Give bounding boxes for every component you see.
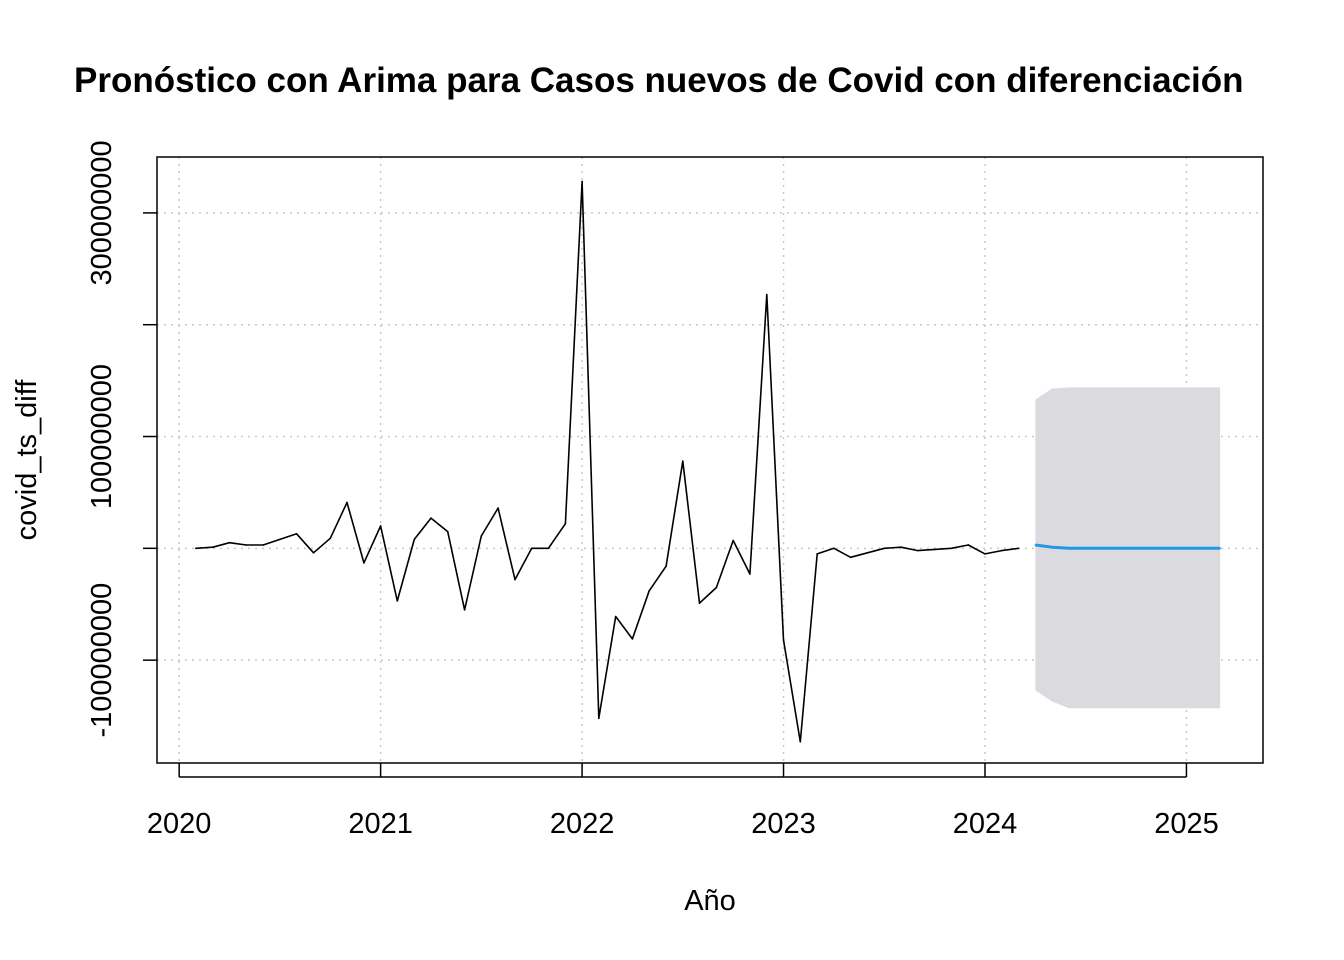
forecast-point bbox=[1101, 547, 1104, 550]
observed-line bbox=[195, 180, 1019, 743]
observed-point bbox=[564, 522, 567, 525]
observed-point bbox=[866, 552, 869, 554]
observed-point bbox=[463, 609, 466, 611]
observed-point bbox=[967, 544, 970, 546]
x-tick-label: 2023 bbox=[751, 808, 816, 840]
x-axis-label: Año bbox=[684, 885, 736, 917]
observed-point bbox=[262, 544, 264, 546]
forecast-point bbox=[1135, 547, 1137, 550]
chart-title: Pronóstico con Arima para Casos nuevos d… bbox=[74, 61, 1244, 100]
observed-point bbox=[917, 549, 919, 552]
forecast-point bbox=[1118, 547, 1121, 550]
observed-point bbox=[799, 740, 802, 743]
observed-point bbox=[631, 638, 634, 640]
observed-point bbox=[430, 517, 432, 519]
observed-point bbox=[715, 586, 718, 589]
observed-point bbox=[312, 552, 315, 554]
observed-point bbox=[816, 553, 818, 555]
observed-point bbox=[396, 600, 399, 602]
x-tick-label: 2020 bbox=[147, 808, 212, 840]
observed-point bbox=[732, 539, 734, 542]
observed-point bbox=[698, 602, 701, 604]
observed-point bbox=[984, 553, 986, 555]
plot-frame bbox=[156, 156, 1264, 764]
observed-point bbox=[379, 525, 382, 527]
observed-point bbox=[329, 537, 332, 540]
y-tick-label: -100000000 bbox=[86, 583, 118, 738]
observed-point bbox=[497, 507, 499, 509]
observed-point bbox=[950, 547, 953, 550]
y-axis: -100000000 100000000 300000000 bbox=[86, 140, 157, 738]
observed-point bbox=[295, 532, 298, 535]
observed-point bbox=[480, 535, 483, 537]
observed-point bbox=[530, 547, 533, 550]
observed-point bbox=[665, 565, 667, 568]
observed-point bbox=[212, 546, 214, 549]
observed-point bbox=[514, 578, 516, 581]
observed-point bbox=[1017, 547, 1020, 550]
series-lines bbox=[195, 180, 1221, 743]
forecast-point bbox=[1068, 547, 1070, 550]
forecast-line bbox=[1035, 543, 1221, 550]
y-tick-label: 300000000 bbox=[86, 140, 118, 285]
observed-point bbox=[363, 562, 365, 564]
observed-point bbox=[1000, 549, 1003, 552]
forecast-point bbox=[1051, 546, 1053, 549]
observed-point bbox=[933, 548, 936, 551]
observed-point bbox=[900, 546, 902, 549]
observed-point bbox=[648, 590, 650, 592]
x-tick-label: 2024 bbox=[953, 808, 1018, 840]
observed-point bbox=[782, 639, 785, 641]
observed-point bbox=[849, 556, 852, 559]
observed-point bbox=[346, 501, 348, 504]
observed-point bbox=[279, 538, 281, 541]
observed-point bbox=[413, 538, 416, 541]
observed-point bbox=[446, 530, 449, 533]
forecast-point bbox=[1084, 547, 1087, 550]
observed-point bbox=[682, 460, 684, 462]
forecast-point bbox=[1168, 547, 1171, 550]
forecast-point bbox=[1202, 547, 1204, 550]
x-tick-label: 2025 bbox=[1154, 808, 1219, 840]
observed-point bbox=[245, 544, 248, 546]
observed-point bbox=[581, 180, 583, 183]
grid-lines bbox=[157, 157, 1263, 763]
observed-point bbox=[614, 615, 617, 618]
forecast-point bbox=[1219, 547, 1221, 550]
observed-point bbox=[597, 717, 600, 720]
observed-point bbox=[547, 547, 550, 550]
observed-point bbox=[833, 547, 835, 550]
observed-point bbox=[195, 547, 197, 550]
y-tick-label: 100000000 bbox=[86, 364, 118, 509]
x-tick-label: 2021 bbox=[348, 808, 413, 840]
observed-point bbox=[749, 573, 751, 575]
forecast-point bbox=[1185, 547, 1188, 550]
forecast-point bbox=[1034, 544, 1037, 546]
y-axis-label: covid_ts_diff bbox=[11, 379, 43, 541]
x-axis: 2020 2021 2022 2023 2024 2025 bbox=[147, 763, 1219, 840]
x-tick-label: 2022 bbox=[550, 808, 615, 840]
observed-point bbox=[228, 541, 231, 544]
forecast-point bbox=[1152, 547, 1154, 550]
observed-point bbox=[766, 293, 768, 296]
observed-point bbox=[883, 547, 886, 550]
